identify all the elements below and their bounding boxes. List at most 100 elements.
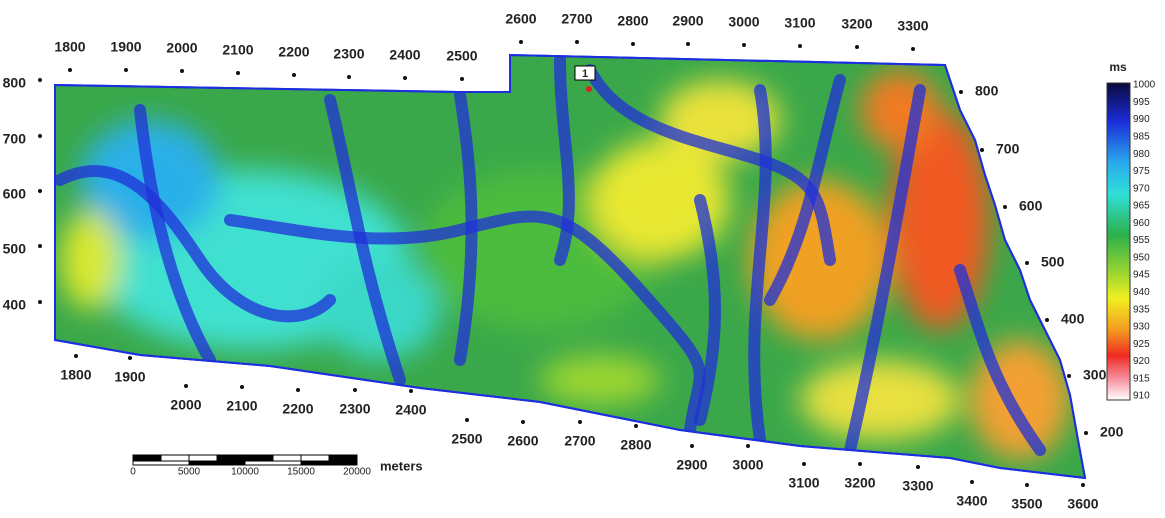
grid-label: 2800 bbox=[620, 437, 651, 453]
grid-label: 3000 bbox=[728, 14, 759, 30]
color-tick-label: 1000 bbox=[1133, 80, 1156, 91]
color-tick-label: 980 bbox=[1133, 149, 1150, 160]
scale-segment bbox=[217, 455, 245, 461]
scale-label: 0 bbox=[130, 467, 136, 478]
grid-label: 2500 bbox=[446, 48, 477, 64]
scale-label: 20000 bbox=[343, 467, 371, 478]
grid-label: 2200 bbox=[278, 44, 309, 60]
grid-label: 2600 bbox=[505, 11, 536, 27]
grid-label: 2300 bbox=[339, 401, 370, 417]
grid-dot bbox=[959, 90, 963, 94]
grid-label: 2500 bbox=[451, 431, 482, 447]
grid-label: 3100 bbox=[788, 475, 819, 491]
grid-dot bbox=[911, 47, 915, 51]
grid-label: 2400 bbox=[395, 402, 426, 418]
grid-dot bbox=[742, 43, 746, 47]
grid-dot bbox=[347, 75, 351, 79]
grid-dot bbox=[68, 68, 72, 72]
scale-label: 5000 bbox=[178, 467, 201, 478]
scale-segment bbox=[329, 455, 357, 461]
grid-label: 600 bbox=[3, 186, 27, 202]
scale-segment bbox=[133, 455, 161, 461]
color-tick-label: 960 bbox=[1133, 218, 1150, 229]
grid-dot bbox=[575, 40, 579, 44]
grid-label: 3200 bbox=[844, 475, 875, 491]
grid-dot bbox=[970, 480, 974, 484]
grid-label: 500 bbox=[1041, 254, 1065, 270]
scale-segment bbox=[301, 461, 357, 465]
grid-label: 800 bbox=[975, 83, 999, 99]
grid-dot bbox=[38, 244, 42, 248]
grid-dot bbox=[855, 45, 859, 49]
scale-unit: meters bbox=[380, 458, 423, 473]
grid-label: 700 bbox=[996, 141, 1020, 157]
grid-dot bbox=[1025, 483, 1029, 487]
grid-dot bbox=[686, 42, 690, 46]
color-tick-label: 970 bbox=[1133, 183, 1150, 194]
color-tick-label: 955 bbox=[1133, 235, 1150, 246]
grid-label: 2900 bbox=[672, 13, 703, 29]
grid-label: 2700 bbox=[561, 11, 592, 27]
grid-dot bbox=[292, 73, 296, 77]
scale-segment bbox=[189, 455, 217, 461]
grid-label: 2100 bbox=[226, 398, 257, 414]
grid-dot bbox=[38, 134, 42, 138]
grid-dot bbox=[353, 388, 357, 392]
grid-dot bbox=[1003, 205, 1007, 209]
grid-dot bbox=[858, 462, 862, 466]
grid-label: 300 bbox=[1083, 367, 1107, 383]
grid-dot bbox=[1025, 261, 1029, 265]
color-tick-label: 990 bbox=[1133, 114, 1150, 125]
color-tick-label: 925 bbox=[1133, 339, 1150, 350]
grid-label: 3600 bbox=[1067, 496, 1098, 512]
grid-dot bbox=[74, 354, 78, 358]
grid-dot bbox=[916, 465, 920, 469]
well-label: 1 bbox=[582, 68, 588, 80]
grid-label: 2700 bbox=[564, 433, 595, 449]
grid-dot bbox=[578, 420, 582, 424]
grid-label: 3300 bbox=[902, 478, 933, 494]
grid-dot bbox=[296, 388, 300, 392]
grid-label: 2600 bbox=[507, 433, 538, 449]
scale-label: 10000 bbox=[231, 467, 259, 478]
well-marker bbox=[586, 86, 592, 92]
grid-label: 3400 bbox=[956, 493, 987, 509]
grid-label: 1800 bbox=[60, 367, 91, 383]
grid-label: 700 bbox=[3, 131, 27, 147]
grid-dot bbox=[460, 77, 464, 81]
grid-dot bbox=[124, 68, 128, 72]
grid-label: 2900 bbox=[676, 457, 707, 473]
grid-label: 2000 bbox=[166, 40, 197, 56]
color-tick-label: 985 bbox=[1133, 131, 1150, 142]
grid-label: 400 bbox=[1061, 311, 1085, 327]
grid-label: 400 bbox=[3, 297, 27, 313]
color-tick-label: 915 bbox=[1133, 373, 1150, 384]
scale-segment bbox=[301, 455, 329, 461]
grid-dot bbox=[465, 418, 469, 422]
grid-label: 2400 bbox=[389, 47, 420, 63]
color-tick-label: 940 bbox=[1133, 287, 1150, 298]
grid-label: 600 bbox=[1019, 198, 1043, 214]
grid-label: 2800 bbox=[617, 13, 648, 29]
grid-label: 2300 bbox=[333, 46, 364, 62]
surface bbox=[40, 40, 1100, 490]
grid-label: 1900 bbox=[114, 369, 145, 385]
grid-dot bbox=[38, 300, 42, 304]
grid-dot bbox=[690, 444, 694, 448]
grid-dot bbox=[1045, 318, 1049, 322]
color-tick-label: 975 bbox=[1133, 166, 1150, 177]
color-bar bbox=[1107, 83, 1130, 400]
grid-dot bbox=[180, 69, 184, 73]
grid-dot bbox=[236, 71, 240, 75]
grid-label: 3500 bbox=[1011, 496, 1042, 512]
map: 1 ms meters 1800190020002100220023002400… bbox=[0, 0, 1165, 513]
color-unit: ms bbox=[1109, 60, 1127, 74]
color-tick-label: 930 bbox=[1133, 322, 1150, 333]
scale-segment bbox=[161, 455, 189, 461]
grid-dot bbox=[798, 44, 802, 48]
grid-label: 3000 bbox=[732, 457, 763, 473]
grid-label: 200 bbox=[1100, 424, 1124, 440]
grid-label: 1900 bbox=[110, 39, 141, 55]
grid-dot bbox=[240, 385, 244, 389]
scale-segment bbox=[245, 461, 301, 465]
